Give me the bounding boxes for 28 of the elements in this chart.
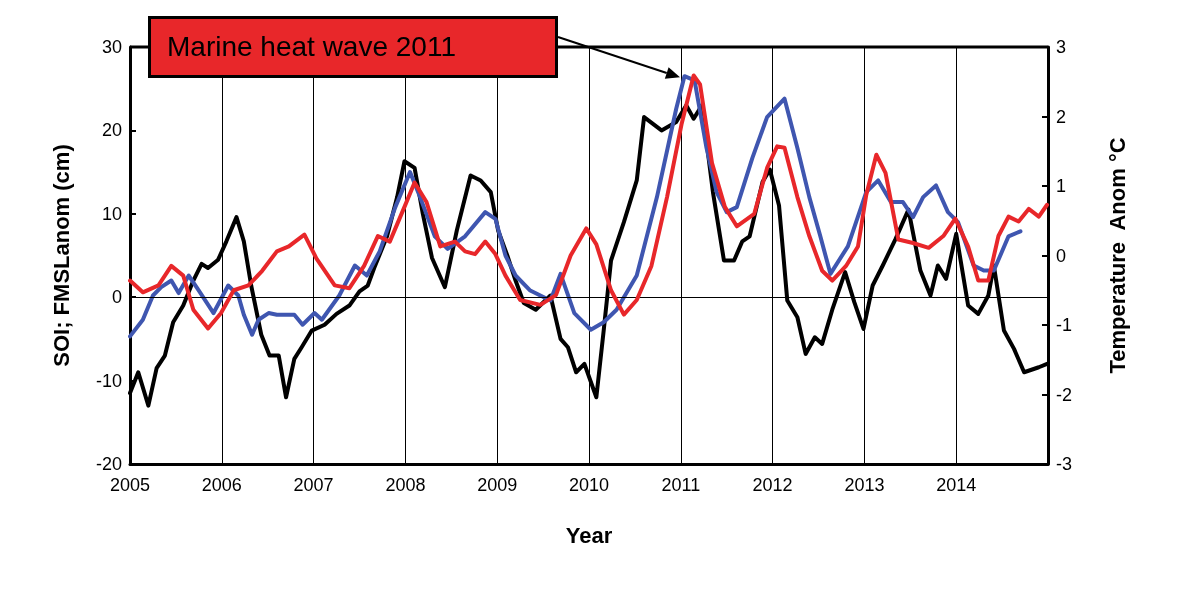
x-axis-title: Year (565, 522, 613, 548)
y-axis-title: SOI; FMSLanom (cm) (48, 144, 74, 367)
x-tick-label: 2014 (936, 475, 977, 495)
y2-tick-label: 2 (1056, 106, 1067, 127)
y-tick-label: -10 (95, 370, 122, 391)
y2-axis-title: Temperature Anom °C (1104, 137, 1130, 374)
x-tick-label: 2009 (477, 475, 518, 495)
x-tick-label: 2010 (568, 475, 610, 495)
x-tick-label: 2006 (201, 475, 242, 495)
x-tick-label: 2007 (293, 475, 334, 495)
y-tick-label: 20 (101, 120, 122, 141)
x-tick-label: 2008 (385, 475, 426, 495)
y-tick-label: 10 (101, 203, 122, 224)
x-tick-label: 2005 (109, 475, 151, 495)
x-tick-label: 2011 (661, 475, 701, 495)
annotation: Marine heat wave 2011 (167, 31, 456, 63)
y-tick-label: -20 (95, 454, 122, 474)
x-tick-label: 2013 (844, 475, 885, 495)
y-tick-label: 30 (101, 37, 122, 57)
x-tick-label: 2012 (752, 475, 793, 495)
y2-tick-label: 3 (1056, 37, 1067, 57)
y-tick-label: 0 (111, 287, 122, 308)
y2-tick-label: -3 (1056, 454, 1073, 474)
y2-tick-label: 1 (1056, 176, 1067, 196)
y2-tick-label: 0 (1056, 245, 1067, 266)
y2-tick-label: -2 (1056, 384, 1073, 405)
note-box: Marine heat wave 2011 (148, 16, 558, 78)
y2-tick-label: -1 (1056, 315, 1073, 335)
